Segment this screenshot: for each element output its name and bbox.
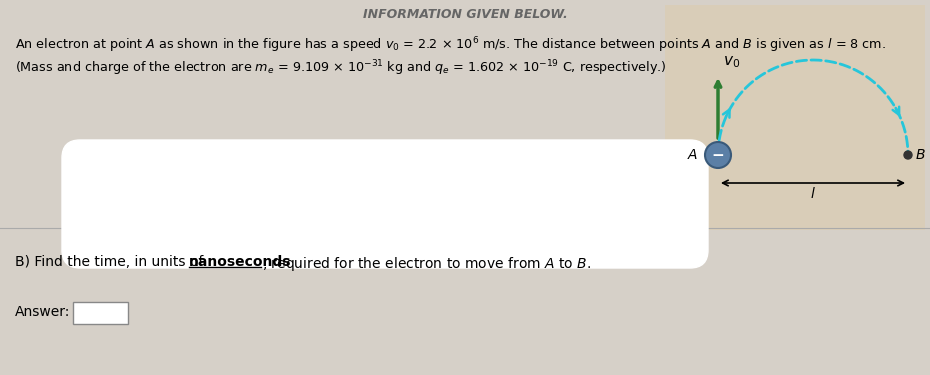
Text: −: − [711, 147, 724, 162]
Bar [73, 302, 128, 324]
Circle shape [705, 142, 731, 168]
Text: INFORMATION GIVEN BELOW.: INFORMATION GIVEN BELOW. [363, 8, 567, 21]
Text: $A$: $A$ [686, 148, 698, 162]
Text: An electron at point $A$ as shown in the figure has a speed $v_0$ = 2.2 × 10$^6$: An electron at point $A$ as shown in the… [15, 35, 886, 55]
Bar [665, 5, 925, 230]
Text: B) Find the time, in units of: B) Find the time, in units of [15, 255, 207, 269]
Text: $B$: $B$ [915, 148, 925, 162]
Text: $l$: $l$ [810, 186, 816, 201]
FancyBboxPatch shape [62, 140, 708, 268]
Circle shape [904, 151, 912, 159]
Text: , required for the electron to move from $A$ to $B$.: , required for the electron to move from… [262, 255, 591, 273]
Text: nanoseconds: nanoseconds [189, 255, 291, 269]
Text: $v_0$: $v_0$ [723, 54, 740, 70]
Text: Answer:: Answer: [15, 305, 71, 319]
Text: (Mass and charge of the electron are $m_e$ = 9.109 × 10$^{-31}$ kg and $q_e$ = 1: (Mass and charge of the electron are $m_… [15, 58, 667, 78]
